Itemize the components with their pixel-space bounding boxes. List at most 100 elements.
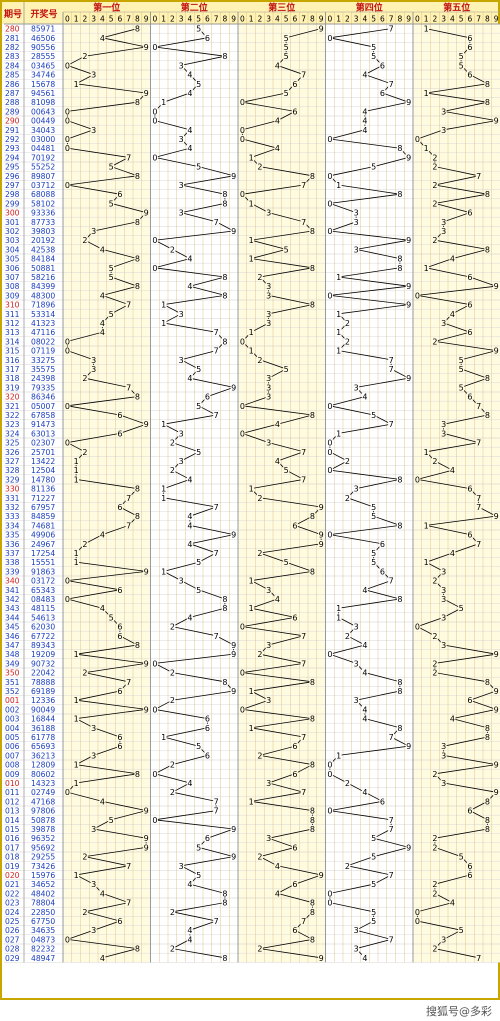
digit-bg xyxy=(143,659,150,668)
trend-digit: 5 xyxy=(196,586,201,595)
number-cell: 39878 xyxy=(31,825,55,834)
watermark: 搜狐号@多彩 xyxy=(426,1005,492,1018)
period-cell: 029 xyxy=(5,954,20,963)
trend-digit: 8 xyxy=(222,954,227,963)
trend-digit: 4 xyxy=(187,126,192,135)
digit-bg xyxy=(326,171,333,180)
period-cell: 302 xyxy=(5,227,20,236)
digit-bg xyxy=(186,935,193,944)
trend-digit: 6 xyxy=(467,273,472,282)
trend-digit: 5 xyxy=(196,80,201,89)
trend-digit: 5 xyxy=(109,163,114,172)
trend-digit: 2 xyxy=(432,153,437,162)
trend-digit: 5 xyxy=(284,558,289,567)
digit-bg xyxy=(160,420,167,429)
position-title: 第一位 xyxy=(93,2,120,14)
digit-bg xyxy=(265,696,272,705)
digit-header: 1 xyxy=(336,15,341,24)
digit-bg xyxy=(73,558,80,567)
period-cell: 288 xyxy=(5,98,20,107)
trend-digit: 0 xyxy=(415,291,420,300)
digit-header: 2 xyxy=(82,15,87,24)
digit-bg xyxy=(186,880,193,889)
digit-bg xyxy=(475,401,482,410)
digit-bg xyxy=(248,484,255,493)
digit-bg xyxy=(379,89,386,97)
trend-digit: 0 xyxy=(327,531,332,540)
period-cell: 308 xyxy=(5,282,20,291)
digit-bg xyxy=(195,79,202,88)
trend-digit: 7 xyxy=(214,632,219,641)
trend-digit: 0 xyxy=(240,135,245,144)
digit-bg xyxy=(431,769,438,778)
digit-bg xyxy=(423,521,430,530)
trend-digit: 7 xyxy=(301,181,306,190)
trend-digit: 1 xyxy=(74,650,79,659)
digit-bg xyxy=(116,429,123,438)
trend-digit: 0 xyxy=(240,705,245,714)
trend-digit: 8 xyxy=(135,393,140,402)
digit-bg xyxy=(466,806,473,815)
period-cell: 316 xyxy=(5,356,20,365)
trend-digit: 2 xyxy=(432,770,437,779)
digit-bg xyxy=(283,52,290,61)
digit-bg xyxy=(484,677,491,686)
trend-digit: 0 xyxy=(327,650,332,659)
digit-bg xyxy=(414,135,421,143)
digit-bg xyxy=(440,567,447,576)
number-cell: 04873 xyxy=(31,935,55,944)
trend-digit: 0 xyxy=(240,337,245,346)
digit-bg xyxy=(134,641,141,649)
number-cell: 84184 xyxy=(31,255,55,264)
digit-bg xyxy=(90,880,97,889)
trend-digit: 4 xyxy=(362,715,367,724)
digit-header: 7 xyxy=(389,15,394,24)
digit-bg xyxy=(256,751,263,760)
number-cell: 24967 xyxy=(31,540,55,549)
trend-digit: 3 xyxy=(441,319,446,328)
trend-digit: 3 xyxy=(354,659,359,668)
digit-bg xyxy=(99,797,106,806)
trend-digit: 4 xyxy=(187,282,192,291)
digit-bg xyxy=(248,236,255,245)
digit-bg xyxy=(239,429,246,438)
trend-digit: 1 xyxy=(336,751,341,760)
digit-bg xyxy=(326,199,333,208)
digit-bg xyxy=(283,245,290,254)
digit-bg xyxy=(143,208,150,217)
digit-bg xyxy=(160,300,167,309)
digit-bg xyxy=(134,484,141,493)
trend-digit: 1 xyxy=(161,733,166,742)
number-cell: 84859 xyxy=(31,512,55,521)
trend-digit: 4 xyxy=(362,107,367,116)
digit-bg xyxy=(344,319,351,327)
period-cell: 344 xyxy=(5,613,20,622)
trend-digit: 8 xyxy=(310,264,315,273)
number-cell: 19209 xyxy=(31,650,55,659)
digit-bg xyxy=(283,33,290,42)
digit-bg xyxy=(440,429,447,438)
digit-bg xyxy=(370,880,377,889)
digit-bg xyxy=(493,282,500,291)
trend-digit: 1 xyxy=(249,236,254,245)
trend-digit: 2 xyxy=(170,245,175,254)
trend-digit: 4 xyxy=(187,613,192,622)
digit-bg xyxy=(151,116,158,125)
trend-digit: 0 xyxy=(152,264,157,273)
digit-bg xyxy=(423,558,430,567)
digit-bg xyxy=(221,52,228,61)
digit-header: 3 xyxy=(266,15,271,24)
digit-bg xyxy=(256,355,263,364)
digit-bg xyxy=(291,843,298,852)
number-cell: 79335 xyxy=(31,383,55,392)
period-cell: 343 xyxy=(5,604,20,613)
period-cell: 328 xyxy=(5,466,20,475)
period-cell: 324 xyxy=(5,429,20,438)
digit-bg xyxy=(353,926,360,935)
digit-bg xyxy=(300,917,307,925)
trend-digit: 5 xyxy=(196,843,201,852)
trend-digit: 4 xyxy=(100,291,105,300)
digit-bg xyxy=(134,217,141,226)
digit-bg xyxy=(388,24,395,33)
trend-digit: 7 xyxy=(214,917,219,926)
